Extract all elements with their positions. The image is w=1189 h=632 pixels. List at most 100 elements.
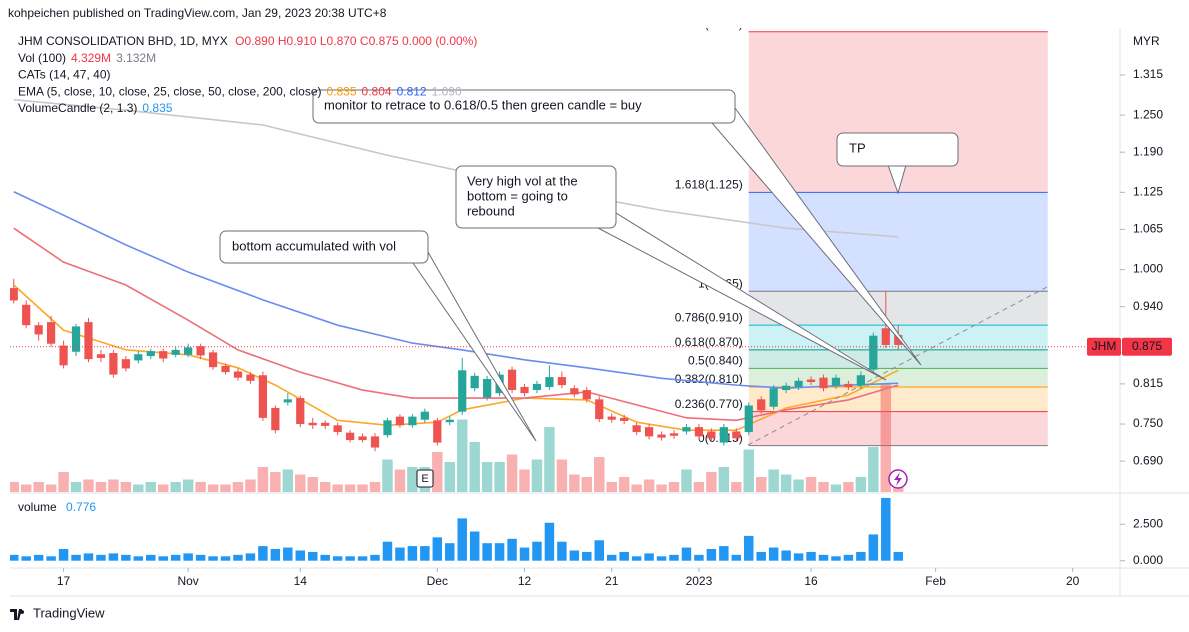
candle-body: [34, 325, 43, 335]
fib-label: 0.618(0.870): [675, 335, 743, 349]
candle-body: [782, 385, 791, 391]
symbol: JHM CONSOLIDATION BHD, 1D, MYX: [18, 34, 228, 48]
candle-body: [458, 370, 467, 412]
volume-bar: [332, 556, 343, 561]
volume-candle: [556, 459, 568, 492]
volume-bar: [818, 554, 829, 561]
volume-candle: [145, 482, 157, 492]
volume-bar: [669, 554, 679, 561]
fib-band: [748, 411, 1048, 446]
candle-body: [171, 349, 180, 355]
candle-body: [383, 420, 392, 436]
volume-bar: [806, 551, 816, 561]
volume-bar: [731, 554, 742, 561]
legend-value: 0.804: [362, 85, 392, 99]
price-tag-label: 0.875: [1132, 339, 1162, 353]
volume-bar: [469, 531, 480, 561]
candle-body: [644, 427, 654, 437]
volume-candle: [818, 482, 829, 492]
volume-bar: [382, 541, 393, 561]
x-tick-label: Feb: [925, 574, 946, 588]
volume-candle: [232, 482, 244, 492]
y-tick-label: 1.315: [1133, 67, 1163, 81]
volume-candle: [270, 472, 281, 492]
candle-body: [146, 351, 155, 357]
volume-bar: [83, 553, 94, 561]
candles: [10, 278, 903, 452]
volume-bar: [756, 551, 766, 561]
footer-text: TradingView: [33, 605, 105, 620]
event-icon[interactable]: [416, 469, 434, 488]
candle-body: [370, 436, 380, 448]
currency-label: MYR: [1133, 34, 1160, 48]
volume-bar: [195, 554, 206, 561]
candle-body: [47, 322, 56, 344]
volume-candle: [307, 477, 318, 492]
volume-bar: [631, 556, 642, 561]
volume-candle: [207, 484, 219, 492]
volume-candle: [120, 482, 132, 492]
candle-body: [532, 383, 542, 391]
volume-candle: [33, 482, 44, 492]
volume-candle: [494, 462, 505, 492]
volume-candle: [693, 482, 705, 492]
volume-candle: [444, 462, 455, 492]
fib-label: 0.786(0.910): [675, 310, 743, 324]
volume-bar: [133, 556, 144, 561]
volume-candle: [70, 482, 82, 492]
candle-body: [184, 347, 193, 355]
volume-candle: [182, 479, 194, 492]
candle-body: [420, 411, 429, 420]
volume-bar: [644, 553, 654, 561]
callout-box: [219, 230, 429, 264]
volume-bar: [345, 556, 355, 561]
annotation-text: bottom accumulated with vol: [232, 238, 396, 253]
y-tick-label: 0.000: [1133, 553, 1163, 567]
candle-body: [109, 352, 118, 375]
volume-candle: [369, 482, 381, 492]
volume-bar: [681, 547, 692, 561]
volume-bar: [183, 553, 193, 561]
legend-name: VolumeCandle (2, 1.3): [18, 101, 137, 115]
event-label[interactable]: E: [421, 473, 428, 485]
candle-body: [632, 425, 641, 433]
candle-body: [719, 427, 728, 443]
candle-body: [607, 416, 616, 420]
volume-candle: [282, 469, 294, 492]
candle-body: [10, 288, 18, 301]
callout-box: [836, 132, 959, 167]
volume-bar: [507, 538, 517, 561]
volume-bar: [519, 547, 530, 561]
volume-candle: [668, 482, 680, 492]
candle-body: [134, 354, 143, 361]
volume-candle: [257, 467, 269, 492]
volume-bar: [33, 554, 44, 561]
symbol-tag-label: JHM: [1092, 339, 1117, 353]
volume-bar: [158, 556, 168, 561]
volume-candle: [855, 477, 867, 492]
candle-body: [856, 375, 865, 386]
annotation-text: Very high vol at the: [467, 173, 578, 188]
volume-candle: [743, 449, 754, 492]
volume-bar: [656, 556, 667, 561]
legend-value: 4.329M: [71, 51, 111, 65]
volume-bar: [208, 556, 218, 561]
x-tick-label: 2023: [686, 574, 713, 588]
annotation-text: rebound: [467, 203, 515, 218]
fib-label: 2.618(1.385): [675, 17, 743, 31]
legend-value: 0.835: [142, 101, 172, 115]
volume-name: volume: [18, 500, 57, 514]
volume-candle: [581, 477, 593, 492]
legend-name: EMA (5, close, 10, close, 25, close, 50,…: [18, 85, 322, 99]
volume-bar: [395, 547, 405, 561]
published-line: kohpeichen published on TradingView.com,…: [8, 6, 387, 20]
callout-box: [312, 89, 736, 124]
annotation-text: TP: [849, 140, 866, 155]
volume-bar: [270, 549, 281, 561]
x-tick-label: 20: [1066, 574, 1080, 588]
fib-label: 0.382(0.810): [675, 372, 743, 386]
candle-body: [794, 380, 803, 387]
candle-body: [208, 352, 218, 368]
candle-body: [22, 304, 31, 326]
volume-candle: [133, 484, 144, 492]
